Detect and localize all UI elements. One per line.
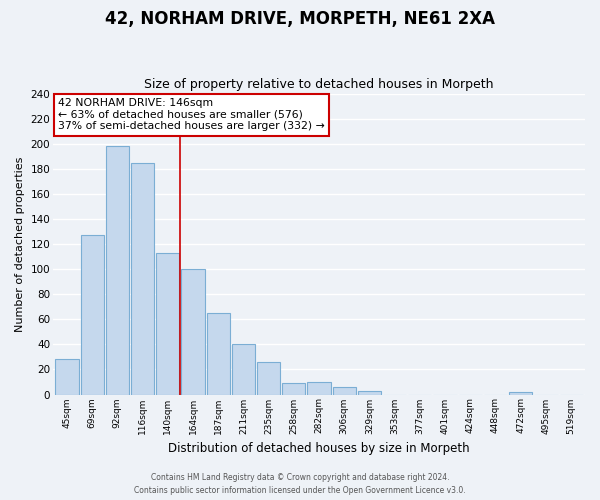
Bar (106, 146, 129, 394)
Y-axis label: Number of detached properties: Number of detached properties (15, 156, 25, 332)
Text: 42, NORHAM DRIVE, MORPETH, NE61 2XA: 42, NORHAM DRIVE, MORPETH, NE61 2XA (105, 10, 495, 28)
Bar (257, 362, 280, 394)
Title: Size of property relative to detached houses in Morpeth: Size of property relative to detached ho… (144, 78, 494, 91)
Bar (307, 382, 331, 394)
X-axis label: Distribution of detached houses by size in Morpeth: Distribution of detached houses by size … (168, 442, 470, 455)
Bar (509, 392, 532, 394)
Bar (282, 383, 305, 394)
Bar (131, 162, 154, 394)
Bar (206, 313, 230, 394)
Bar (358, 391, 381, 394)
Bar (232, 344, 255, 395)
Text: 42 NORHAM DRIVE: 146sqm
← 63% of detached houses are smaller (576)
37% of semi-d: 42 NORHAM DRIVE: 146sqm ← 63% of detache… (58, 98, 325, 132)
Bar (80, 236, 104, 394)
Bar (332, 387, 356, 394)
Bar (181, 269, 205, 394)
Bar (55, 360, 79, 394)
Bar (156, 253, 179, 394)
Text: Contains HM Land Registry data © Crown copyright and database right 2024.
Contai: Contains HM Land Registry data © Crown c… (134, 474, 466, 495)
